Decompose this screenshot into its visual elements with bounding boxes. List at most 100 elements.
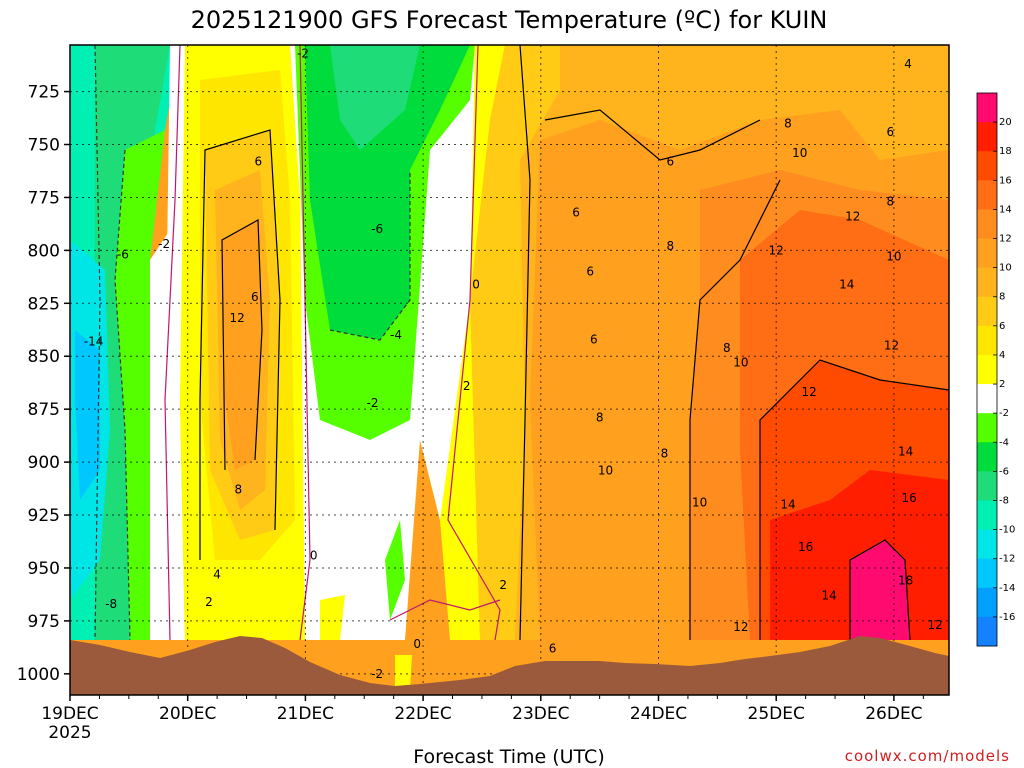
- contour-label: 12: [884, 339, 899, 353]
- colorbar-label: -12: [999, 554, 1015, 565]
- contour-label: 10: [598, 464, 613, 478]
- temperature-field: [70, 45, 949, 690]
- contour-label: 8: [887, 195, 895, 209]
- colorbar-swatch: [977, 296, 997, 327]
- x-tick-label: 23DEC: [512, 704, 569, 724]
- temp-region-26: [385, 520, 405, 620]
- contour-label: 6: [586, 265, 594, 279]
- contour-label: 18: [898, 574, 913, 588]
- y-tick-label: 950: [28, 559, 60, 579]
- contour-line-4: [519, 45, 531, 641]
- y-tick-label: 875: [28, 400, 60, 420]
- contour-label: 12: [733, 620, 748, 634]
- colorbar-label: 10: [999, 263, 1012, 274]
- contour-line-5: [544, 109, 761, 161]
- contour-line-7: [759, 359, 949, 640]
- temp-region-12: [75, 330, 100, 500]
- colorbar-swatch: [977, 587, 997, 618]
- colorbar-swatch: [977, 209, 997, 240]
- contour-label: 8: [784, 116, 792, 130]
- contour-label: 10: [886, 250, 901, 264]
- contour-label: 6: [251, 290, 259, 304]
- contour-label: 0: [413, 637, 421, 651]
- contour-label: 14: [839, 277, 854, 291]
- x-tick-label: 19DEC: [41, 704, 98, 724]
- contour-label: 0: [472, 277, 480, 291]
- contour-label: 14: [822, 588, 837, 602]
- colorbar-swatch: [977, 558, 997, 589]
- contour-label: 6: [887, 125, 895, 139]
- contour-label: 12: [927, 618, 942, 632]
- x-tick-label: 22DEC: [394, 704, 451, 724]
- contour-label: -2: [297, 46, 309, 60]
- contour-label: 8: [723, 341, 731, 355]
- temp-region-15: [160, 45, 195, 640]
- colorbar-label: -6: [999, 466, 1009, 477]
- colorbar-label: -2: [999, 408, 1009, 419]
- temp-region-7: [470, 45, 560, 640]
- colorbar-swatch: [977, 384, 997, 414]
- contour-label: -6: [371, 222, 383, 236]
- contour-label: 10: [792, 146, 807, 160]
- temp-region-20: [222, 220, 262, 470]
- contour-line-3: [389, 599, 501, 621]
- temp-region-25: [320, 595, 345, 640]
- contour-label: 12: [769, 243, 784, 257]
- contour-label: 6: [666, 154, 674, 168]
- x-axis-label: Forecast Time (UTC): [413, 746, 604, 768]
- contour-label: 8: [666, 239, 674, 253]
- contour-line-6: [689, 179, 781, 640]
- contour-label: 16: [798, 540, 813, 554]
- contour-label: 14: [780, 497, 795, 511]
- colorbar-label: 16: [999, 175, 1012, 186]
- chart-title: 2025121900 GFS Forecast Temperature (ºC)…: [191, 6, 828, 34]
- colorbar-swatch: [977, 151, 997, 181]
- temp-region-24: [330, 45, 420, 150]
- colorbar-swatch: [977, 442, 997, 472]
- y-tick-label: 750: [28, 136, 60, 156]
- contour-label: -14: [84, 334, 104, 348]
- contour-label: -4: [390, 328, 402, 342]
- contour-line-2: [447, 45, 501, 641]
- temp-region-27: [395, 655, 412, 690]
- contour-label: 16: [902, 491, 917, 505]
- y-tick-label: 800: [28, 241, 60, 261]
- colorbar-swatch: [977, 413, 997, 443]
- terrain: [70, 636, 949, 695]
- contour-label: 2: [463, 379, 471, 393]
- contour-label: 4: [904, 57, 912, 71]
- contour-label: -2: [371, 667, 383, 681]
- colorbar-label: 14: [999, 204, 1012, 215]
- colorbar: 20 18 16 14 12 10 8 6 4 2 -2 -4 -6 -8 -10 -12 -14 -16: [976, 92, 1015, 647]
- contour-label: -2: [367, 396, 379, 410]
- colorbar-swatch: [977, 471, 997, 501]
- colorbar-label: -4: [999, 437, 1009, 448]
- contour-label: 12: [845, 209, 860, 223]
- colorbar-label: -8: [999, 495, 1009, 506]
- contour-label: 8: [661, 447, 669, 461]
- colorbar-swatch: [977, 354, 997, 385]
- contour-line-8: [849, 539, 911, 641]
- colorbar-swatch: [977, 500, 997, 531]
- contour-label: 6: [549, 641, 557, 655]
- y-tick-label: 1000: [17, 665, 60, 685]
- y-tick-label: 825: [28, 294, 60, 314]
- x-tick-label: 20DEC: [159, 704, 216, 724]
- contour-label: 6: [590, 332, 598, 346]
- colorbar-swatch: [977, 616, 997, 647]
- credit-text: coolwx.com/models: [845, 747, 1010, 765]
- contour-labels: -14-6-2-86612842-2-6-4-2002-202666681068…: [84, 46, 943, 680]
- contour-lines: [94, 45, 949, 641]
- colorbar-swatch: [977, 238, 997, 269]
- contour-line-1: [299, 45, 311, 641]
- colorbar-swatch: [977, 529, 997, 560]
- colorbar-label: 20: [999, 117, 1012, 128]
- x-axis: 19DEC 20DEC 21DEC 22DEC 23DEC 24DEC 25DEC 26DEC: [41, 695, 924, 724]
- colorbar-label: -14: [999, 583, 1015, 594]
- colorbar-frame: [976, 92, 998, 647]
- y-tick-label: 725: [28, 83, 60, 103]
- colorbar-swatch: [977, 180, 997, 210]
- contour-label: -6: [117, 248, 129, 262]
- x-tick-label: 26DEC: [865, 704, 922, 724]
